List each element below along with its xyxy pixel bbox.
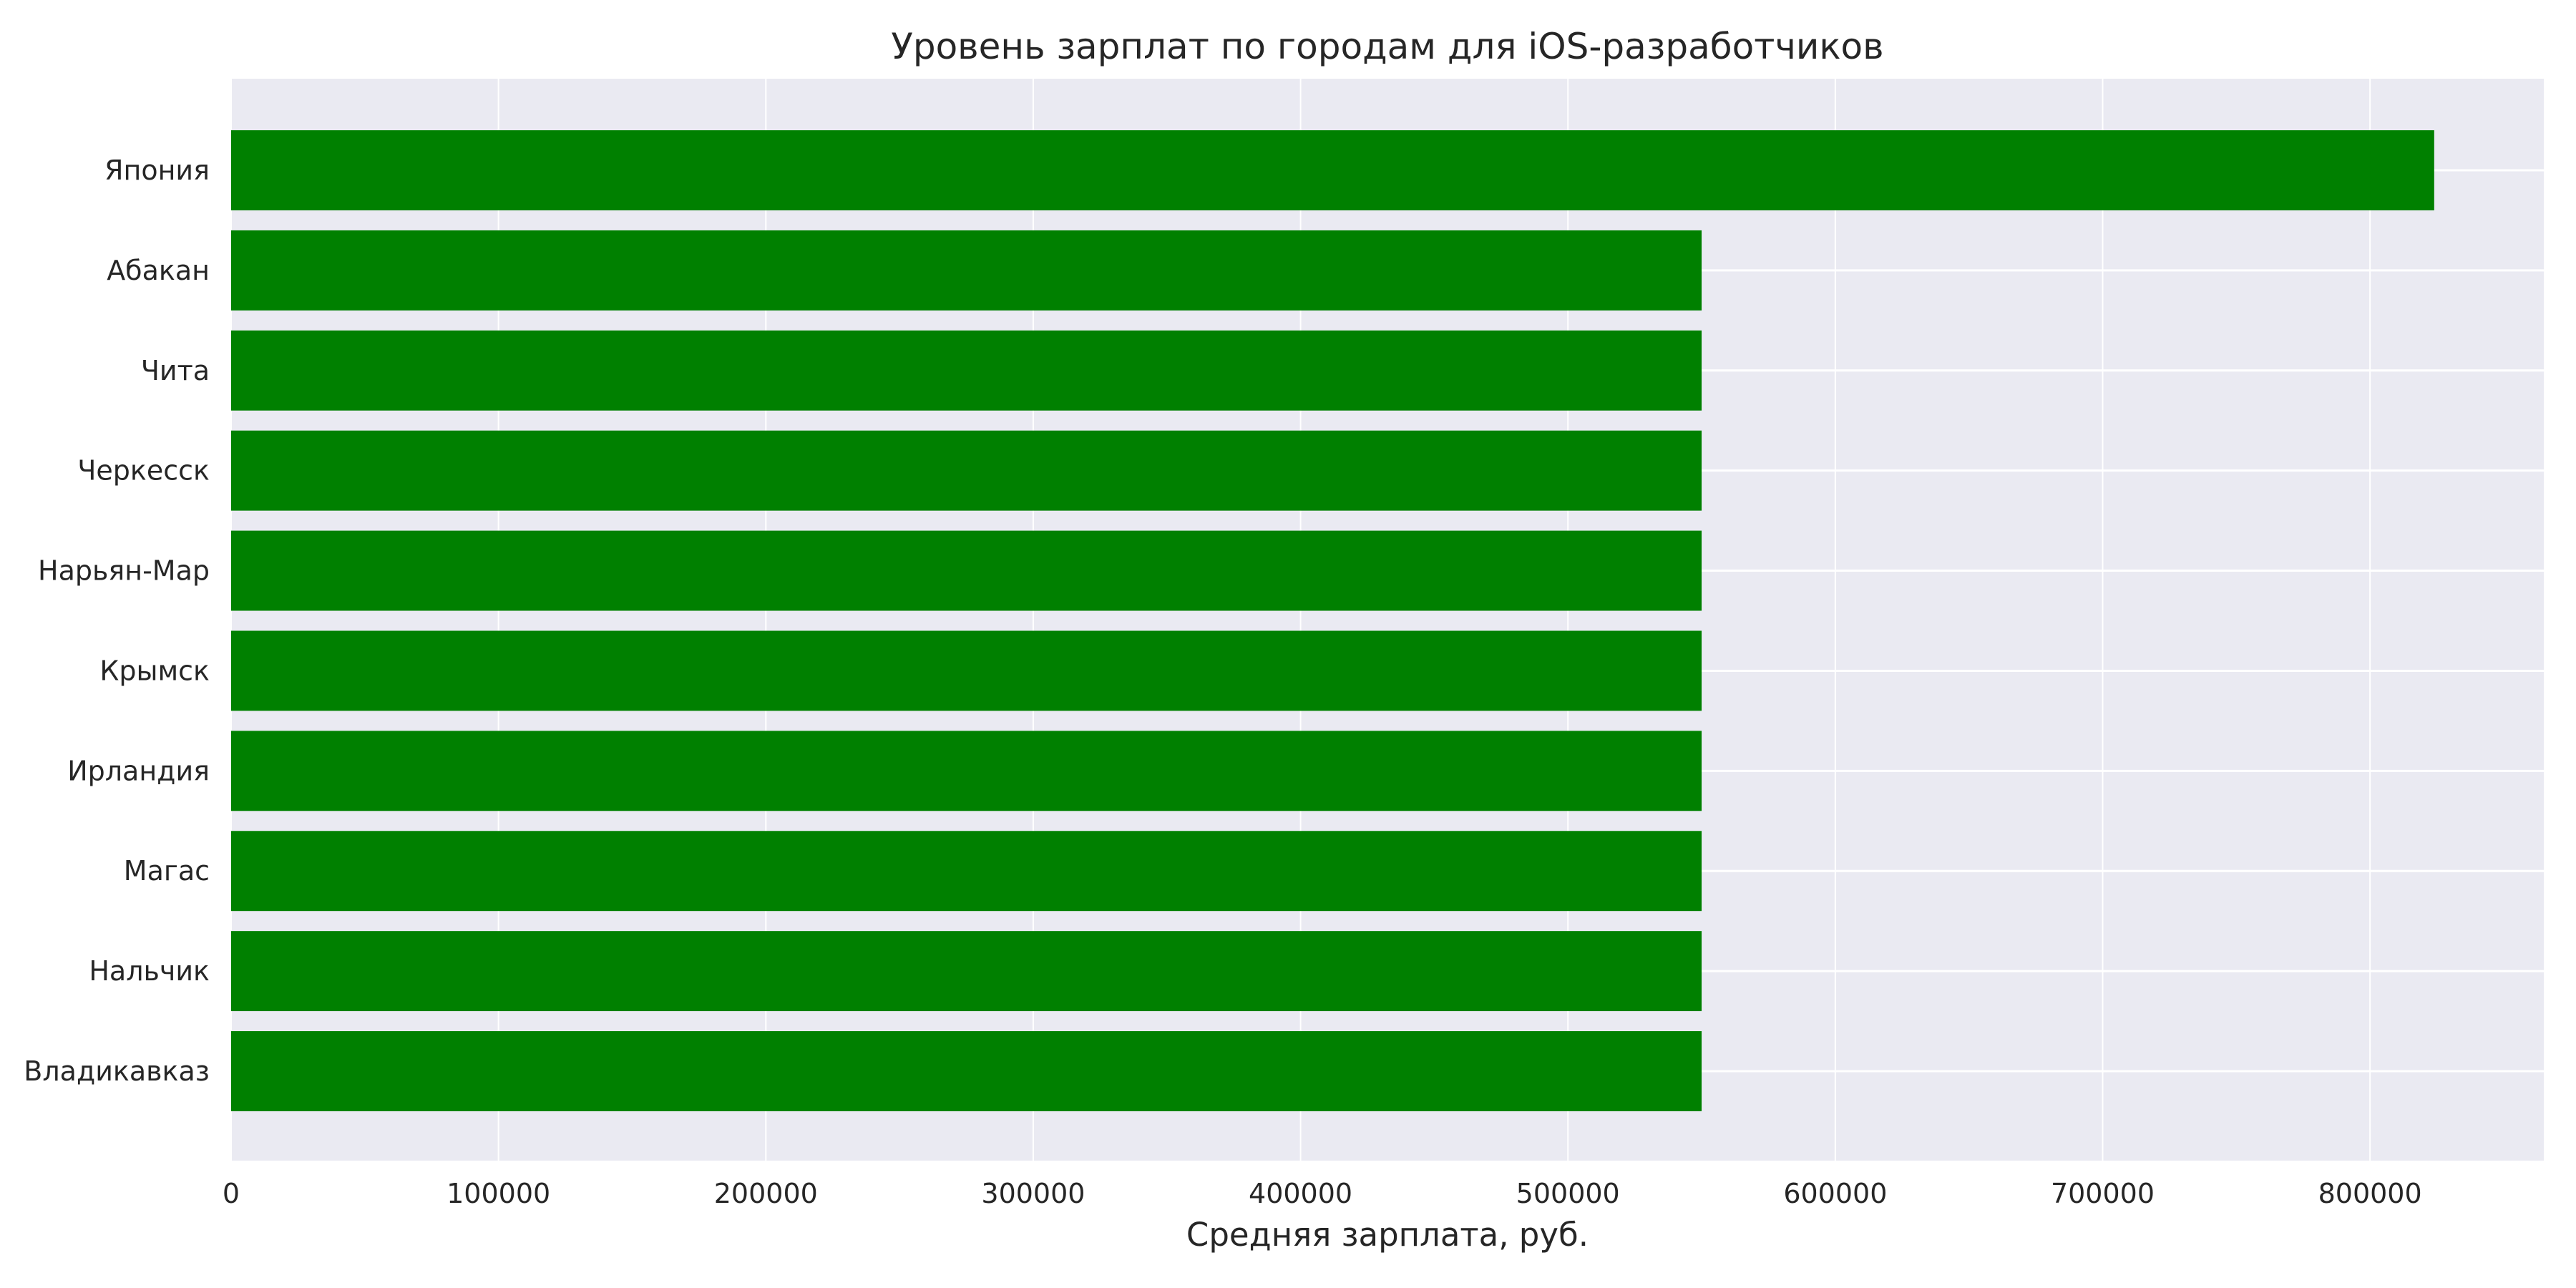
y-tick-label: Владикавказ <box>24 1055 210 1087</box>
y-tick-label: Япония <box>104 155 210 186</box>
x-tick-label: 400000 <box>1249 1178 1352 1209</box>
bars <box>231 130 2434 1111</box>
x-tick-label: 0 <box>223 1178 240 1209</box>
bar <box>231 330 1702 411</box>
y-tick-label: Чита <box>141 355 210 386</box>
bar <box>231 230 1702 311</box>
y-tick-label: Нальчик <box>89 955 210 987</box>
x-tick-label: 100000 <box>447 1178 550 1209</box>
y-tick-label: Крымск <box>99 655 210 686</box>
bar <box>231 530 1702 611</box>
x-tick-label: 200000 <box>714 1178 818 1209</box>
bar <box>231 931 1702 1012</box>
bar <box>231 1031 1702 1111</box>
bar <box>231 630 1702 711</box>
x-tick-label: 800000 <box>2318 1178 2422 1209</box>
x-tick-label: 300000 <box>981 1178 1085 1209</box>
y-tick-label: Абакан <box>107 255 210 286</box>
bar <box>231 831 1702 912</box>
x-tick-label: 700000 <box>2051 1178 2155 1209</box>
x-axis-label: Средняя зарплата, руб. <box>1186 1216 1589 1254</box>
y-tick-label: Магас <box>124 855 210 887</box>
y-tick-labels: Япония Абакан Чита Черкесск Нарьян-Мар Крымск… <box>24 155 210 1087</box>
x-tick-label: 600000 <box>1783 1178 1887 1209</box>
bar <box>231 430 1702 511</box>
x-tick-labels: 0 100000 200000 300000 400000 500000 600000 700… <box>223 1178 2422 1209</box>
y-tick-label: Нарьян-Мар <box>38 555 210 587</box>
y-tick-label: Черкесск <box>77 455 210 487</box>
chart-title: Уровень зарплат по городам для iOS-разра… <box>891 26 1883 67</box>
bar <box>231 130 2434 210</box>
y-tick-label: Ирландия <box>67 755 210 786</box>
bar <box>231 731 1702 811</box>
x-tick-label: 500000 <box>1516 1178 1620 1209</box>
